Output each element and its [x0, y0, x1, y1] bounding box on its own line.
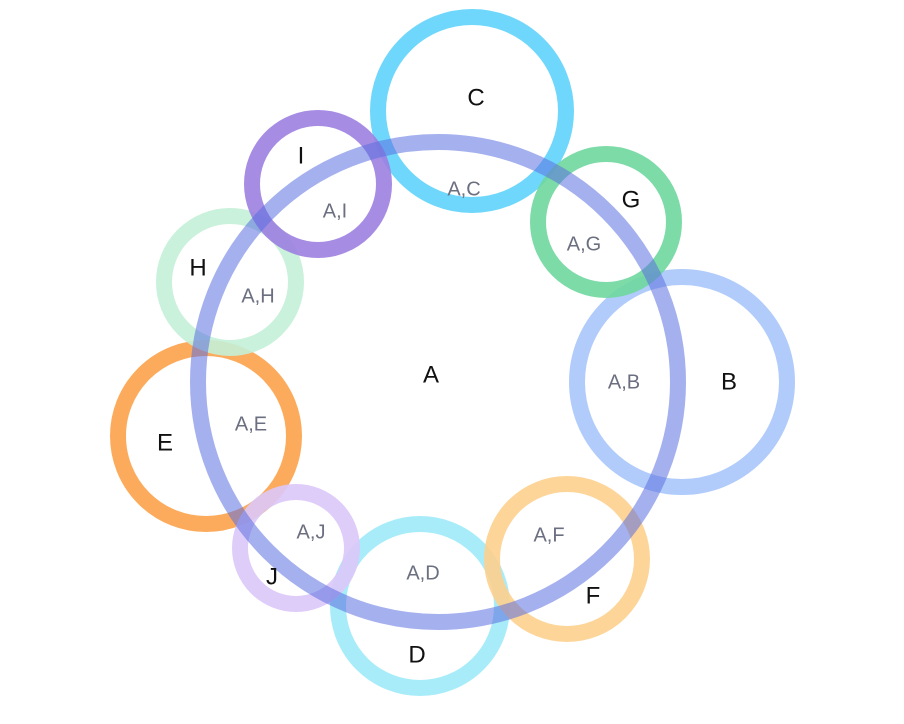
intersection-a-j-label: A,J	[297, 521, 326, 543]
set-b-label: B	[721, 368, 737, 395]
labels: A B C D E F G H I J A,B A,C A,D A,E A,F A,G A,H A,I A,J	[157, 84, 737, 668]
intersection-a-c-label: A,C	[447, 178, 480, 200]
set-c-circle	[370, 9, 574, 213]
set-a-label: A	[423, 361, 439, 388]
set-j-circle	[232, 484, 360, 612]
set-rings	[110, 9, 795, 696]
set-f-circle	[484, 476, 650, 642]
intersection-a-f-label: A,F	[533, 524, 564, 546]
set-e-label: E	[157, 429, 173, 456]
intersection-a-e-label: A,E	[235, 413, 267, 435]
intersection-a-h-label: A,H	[241, 285, 274, 307]
set-c-label: C	[467, 84, 484, 111]
set-h-label: H	[189, 254, 206, 281]
set-b-circle	[569, 269, 795, 495]
set-f-label: F	[586, 582, 601, 609]
intersection-a-b-label: A,B	[608, 371, 640, 393]
intersection-a-g-label: A,G	[567, 233, 601, 255]
set-a-circle	[190, 134, 686, 630]
set-h-circle	[156, 208, 304, 356]
set-d-label: D	[408, 641, 425, 668]
set-g-label: G	[622, 186, 641, 213]
intersection-a-d-label: A,D	[406, 562, 439, 584]
intersection-a-i-label: A,I	[323, 200, 347, 222]
set-i-label: I	[298, 142, 305, 169]
set-j-label: J	[266, 563, 278, 590]
set-g-circle	[530, 146, 682, 298]
set-i-circle	[244, 110, 392, 258]
